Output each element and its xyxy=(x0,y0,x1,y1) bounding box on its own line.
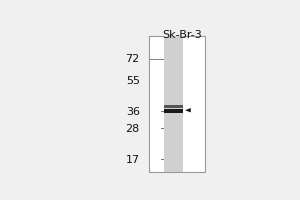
Bar xyxy=(164,109,183,113)
Bar xyxy=(161,159,164,160)
Text: 28: 28 xyxy=(126,124,140,134)
Polygon shape xyxy=(185,108,191,112)
Bar xyxy=(164,36,183,172)
Text: 17: 17 xyxy=(126,155,140,165)
Text: 72: 72 xyxy=(126,54,140,64)
Bar xyxy=(161,59,164,60)
Bar xyxy=(161,128,164,129)
Bar xyxy=(149,36,205,172)
Bar xyxy=(161,111,164,112)
Bar xyxy=(164,105,183,108)
Text: 55: 55 xyxy=(126,76,140,86)
Bar xyxy=(149,59,164,60)
Text: 36: 36 xyxy=(126,107,140,117)
Text: Sk-Br-3: Sk-Br-3 xyxy=(162,30,202,40)
